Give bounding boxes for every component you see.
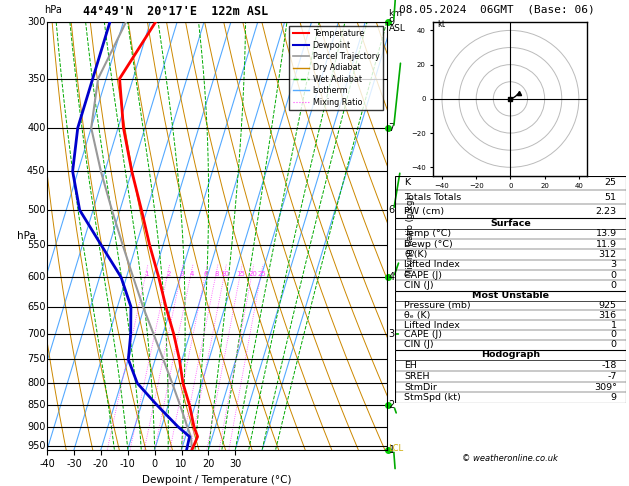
Text: 850: 850 — [27, 400, 45, 411]
Text: EH: EH — [404, 361, 417, 370]
Text: θₑ (K): θₑ (K) — [404, 311, 431, 320]
Text: CIN (J): CIN (J) — [404, 340, 434, 349]
Text: CIN (J): CIN (J) — [404, 281, 434, 290]
Text: kt: kt — [437, 20, 445, 29]
Text: 400: 400 — [27, 123, 45, 133]
Text: PW (cm): PW (cm) — [404, 207, 444, 216]
Text: Dewp (°C): Dewp (°C) — [404, 240, 453, 249]
X-axis label: Dewpoint / Temperature (°C): Dewpoint / Temperature (°C) — [142, 475, 292, 485]
Text: 3: 3 — [611, 260, 616, 269]
Text: 0: 0 — [611, 340, 616, 349]
Text: Mixing Ratio (g/kg): Mixing Ratio (g/kg) — [406, 196, 415, 276]
Text: hPa: hPa — [18, 231, 36, 241]
Text: km: km — [389, 9, 403, 17]
Text: 550: 550 — [27, 240, 45, 250]
Text: Pressure (mb): Pressure (mb) — [404, 301, 471, 310]
Text: 950: 950 — [27, 441, 45, 451]
Text: CAPE (J): CAPE (J) — [404, 271, 442, 280]
Text: 500: 500 — [27, 205, 45, 215]
Text: Hodograph: Hodograph — [481, 350, 540, 360]
Text: 8: 8 — [214, 271, 219, 277]
Text: 3: 3 — [389, 329, 394, 339]
Text: 4: 4 — [389, 272, 394, 282]
Text: 300: 300 — [27, 17, 45, 27]
Text: 312: 312 — [599, 250, 616, 259]
Text: Surface: Surface — [490, 219, 531, 228]
Text: -7: -7 — [607, 372, 616, 381]
Text: 925: 925 — [599, 301, 616, 310]
Text: StmDir: StmDir — [404, 382, 437, 392]
Text: 25: 25 — [257, 271, 266, 277]
Text: 2.23: 2.23 — [596, 207, 616, 216]
Text: LCL: LCL — [389, 444, 404, 453]
Text: 44°49'N  20°17'E  122m ASL: 44°49'N 20°17'E 122m ASL — [84, 5, 269, 18]
Text: StmSpd (kt): StmSpd (kt) — [404, 393, 461, 402]
Text: 0: 0 — [611, 281, 616, 290]
Text: © weatheronline.co.uk: © weatheronline.co.uk — [462, 454, 559, 464]
Text: 7: 7 — [389, 123, 395, 133]
Text: K: K — [404, 178, 410, 188]
Text: 3: 3 — [179, 271, 184, 277]
Text: 20: 20 — [248, 271, 257, 277]
Text: 2: 2 — [166, 271, 170, 277]
Text: Most Unstable: Most Unstable — [472, 291, 549, 300]
Text: 350: 350 — [27, 74, 45, 84]
Text: 1: 1 — [611, 321, 616, 330]
Text: Temp (°C): Temp (°C) — [404, 229, 452, 238]
Legend: Temperature, Dewpoint, Parcel Trajectory, Dry Adiabat, Wet Adiabat, Isotherm, Mi: Temperature, Dewpoint, Parcel Trajectory… — [289, 26, 383, 110]
Text: 51: 51 — [604, 192, 616, 202]
Text: 9: 9 — [611, 393, 616, 402]
Text: Lifted Index: Lifted Index — [404, 260, 460, 269]
Text: 1: 1 — [144, 271, 148, 277]
Text: ASL: ASL — [389, 23, 406, 33]
Text: 2: 2 — [389, 400, 395, 411]
Text: CAPE (J): CAPE (J) — [404, 330, 442, 339]
Text: 25: 25 — [604, 178, 616, 188]
Text: hPa: hPa — [44, 5, 62, 15]
Text: 600: 600 — [27, 272, 45, 282]
Text: 309°: 309° — [594, 382, 616, 392]
Text: 450: 450 — [27, 166, 45, 176]
Text: 08.05.2024  06GMT  (Base: 06): 08.05.2024 06GMT (Base: 06) — [399, 5, 595, 15]
Text: 6: 6 — [204, 271, 208, 277]
Text: Totals Totals: Totals Totals — [404, 192, 462, 202]
Text: 1: 1 — [389, 445, 394, 454]
Text: θₑ(K): θₑ(K) — [404, 250, 428, 259]
Text: 15: 15 — [237, 271, 245, 277]
Text: 900: 900 — [27, 421, 45, 432]
Text: 650: 650 — [27, 302, 45, 312]
Text: 700: 700 — [27, 329, 45, 339]
Text: 10: 10 — [221, 271, 230, 277]
Text: Lifted Index: Lifted Index — [404, 321, 460, 330]
Text: 9: 9 — [389, 17, 394, 27]
Text: 11.9: 11.9 — [596, 240, 616, 249]
Text: 750: 750 — [27, 354, 45, 364]
Text: 13.9: 13.9 — [596, 229, 616, 238]
Text: 800: 800 — [27, 378, 45, 388]
Text: 0: 0 — [611, 330, 616, 339]
Text: 4: 4 — [189, 271, 194, 277]
Text: 316: 316 — [599, 311, 616, 320]
Text: SREH: SREH — [404, 372, 430, 381]
Text: 6: 6 — [389, 205, 394, 215]
Text: 0: 0 — [611, 271, 616, 280]
Text: -18: -18 — [601, 361, 616, 370]
